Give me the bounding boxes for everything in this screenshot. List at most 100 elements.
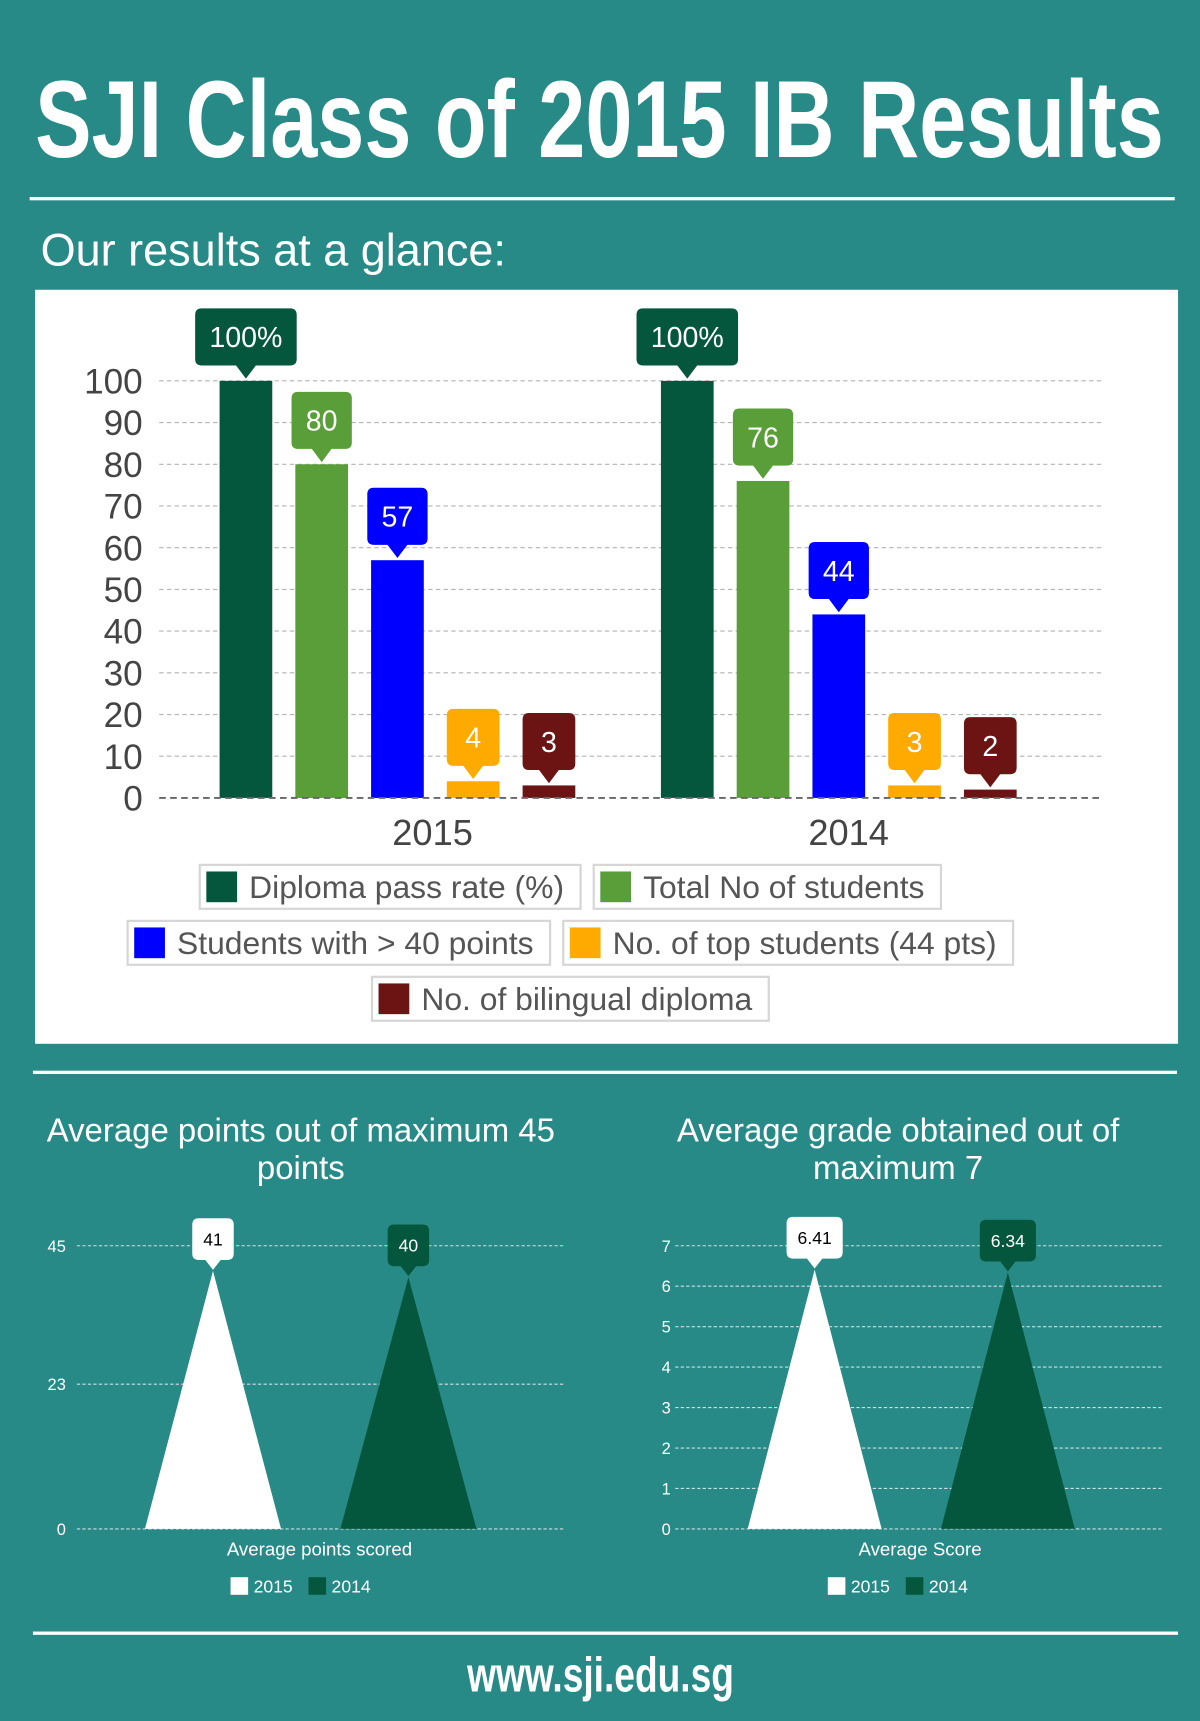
y-tick-label: 60 [104,529,143,568]
legend-swatch [378,983,410,1015]
data-label-bubble [732,408,794,479]
y-tick-label: 2 [662,1440,671,1458]
bar [812,614,866,798]
data-label: 4 [446,708,500,780]
data-label-bubble [786,1216,843,1269]
y-tick-label: 23 [48,1376,66,1394]
triangle-bar [144,1270,282,1529]
legend-swatch [308,1577,327,1595]
chart-title: Average points out of maximum 45 [47,1111,555,1148]
title-divider [29,197,1175,201]
legend-swatch [905,1577,924,1595]
legend-item: Students with > 40 points [126,919,552,966]
y-tick-label: 7 [662,1238,671,1256]
data-label-text: 41 [203,1229,223,1249]
bar [660,380,714,798]
bars [219,380,1017,798]
triangle-bar [747,1269,882,1529]
legend-swatch [206,871,238,903]
legend-label: Students with > 40 points [177,925,534,961]
legend-swatch [827,1577,846,1595]
data-label: 3 [888,712,941,784]
legend-swatch [569,927,601,959]
section-heading: Our results at a glance: [41,225,506,276]
data-label: 100% [195,308,297,379]
data-label-text: 80 [306,406,338,438]
bar [522,785,576,798]
bar [736,480,790,798]
y-tick-label: 0 [123,780,143,819]
data-label-bubble [522,712,576,784]
data-label: 41 [192,1218,234,1270]
x-category-label: 2015 [392,812,473,853]
data-label-bubble [446,708,500,780]
data-label-text: 6.34 [991,1231,1025,1251]
y-tick-label: 6 [662,1278,671,1296]
data-label-text: 44 [823,556,855,588]
data-label-bubble [291,391,352,463]
legend-label: Total No of students [643,869,924,905]
data-label-bubble [387,1224,430,1277]
gridlines [76,1245,566,1530]
data-label: 6.41 [786,1216,843,1269]
legend-item: 2014 [308,1577,371,1597]
x-category-label: Average points scored [227,1538,412,1559]
data-label: 6.34 [979,1219,1036,1272]
footer-divider [32,1631,1179,1635]
legend-label: 2014 [929,1577,968,1597]
data-label: 80 [291,391,352,463]
y-tick-label: 90 [104,404,143,443]
legend-label: Diploma pass rate (%) [249,869,564,905]
y-tick-label: 3 [662,1400,671,1418]
data-label: 57 [367,487,428,559]
legend-item-frame [370,975,770,1022]
legend-item-frame [562,919,1015,966]
legend: Diploma pass rate (%) Total No of student… [126,863,1015,1022]
data-label-text: 2 [982,731,998,763]
data-label-text: 76 [747,422,779,454]
y-tick-label: 10 [104,738,143,777]
legend-item-frame [126,919,552,966]
legend-swatch [230,1577,249,1595]
y-tick-label: 80 [104,446,143,485]
y-tick-label: 4 [662,1359,671,1377]
y-tick-label: 30 [104,654,143,693]
data-label-bubble [888,712,941,784]
chart-title: maximum 7 [813,1149,983,1186]
data-label-bubble [636,308,739,379]
legend-item: 2015 [827,1577,890,1597]
y-tick-label: 70 [104,488,143,527]
chart-title: points [257,1149,345,1186]
gridlines [675,1245,1162,1530]
bar [446,781,500,798]
data-label: 76 [732,408,794,479]
chart-title: Average grade obtained out of [677,1111,1120,1148]
legend-item: No. of top students (44 pts) [562,919,1015,966]
legend-item: Diploma pass rate (%) [198,863,582,910]
data-label-text: 6.41 [798,1228,832,1248]
y-tick-label: 45 [48,1238,66,1256]
data-label-text: 3 [907,727,923,759]
data-label-bubble [195,308,297,379]
y-tick-label: 0 [57,1521,66,1539]
x-category-label: 2014 [808,812,889,853]
bar [219,380,273,798]
x-category-label: Average Score [858,1538,981,1559]
legend-label: No. of top students (44 pts) [613,925,997,961]
section-divider [32,1070,1177,1074]
data-label: 44 [808,541,869,613]
legend-item: Total No of students [592,863,943,910]
legend-item-frame [592,863,943,910]
data-label: 100% [636,308,739,379]
bar [888,785,941,798]
y-tick-label: 40 [104,613,143,652]
y-tick-label: 50 [104,571,143,610]
data-labels: 100% 80 57 4 3 100% 76 44 3 2 [195,308,1017,788]
footer-website-link[interactable]: www.sji.edu.sg [466,1647,734,1702]
legend-label: 2015 [851,1577,890,1597]
data-label-text: 3 [541,727,557,759]
page-title: SJI Class of 2015 IB Results [35,59,1164,181]
